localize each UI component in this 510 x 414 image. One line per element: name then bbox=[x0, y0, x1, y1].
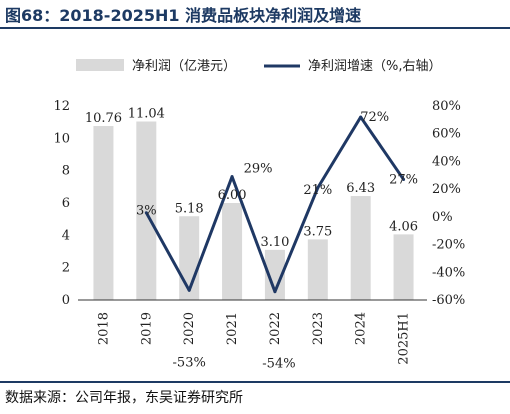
y-left-tick-label: 4 bbox=[62, 228, 70, 243]
bar bbox=[393, 234, 414, 300]
x-tick-label: 2020 bbox=[182, 312, 197, 345]
y-right-tick-label: 80% bbox=[432, 99, 461, 114]
growth-point bbox=[273, 290, 277, 294]
bar bbox=[93, 126, 114, 301]
x-tick-label: 2019 bbox=[139, 312, 154, 345]
bar-value-label: 6.43 bbox=[346, 181, 375, 196]
growth-value-label: 72% bbox=[360, 110, 389, 125]
x-tick-label: 2022 bbox=[268, 312, 283, 345]
bar bbox=[136, 121, 157, 301]
y-right-tick-label: 40% bbox=[432, 154, 461, 169]
growth-point bbox=[230, 175, 234, 179]
y-left-tick-label: 0 bbox=[62, 293, 70, 308]
y-right-tick-label: -20% bbox=[432, 238, 465, 253]
y-right-tick-label: -60% bbox=[432, 293, 465, 308]
bar-value-label: 11.04 bbox=[128, 107, 165, 122]
bar-value-label: 6.00 bbox=[218, 188, 247, 203]
x-tick-label: 2023 bbox=[311, 312, 326, 345]
bar-value-label: 5.18 bbox=[175, 201, 204, 216]
growth-point bbox=[316, 186, 320, 190]
growth-point bbox=[187, 288, 191, 292]
growth-value-label: 3% bbox=[136, 204, 157, 219]
growth-value-label: 29% bbox=[244, 162, 273, 177]
x-tick-label: 2018 bbox=[96, 312, 111, 345]
bar-value-label: 3.75 bbox=[303, 224, 332, 239]
y-left-tick-label: 2 bbox=[62, 261, 70, 276]
y-left-tick-label: 10 bbox=[53, 131, 70, 146]
legend-bar-swatch bbox=[76, 59, 124, 71]
growth-point bbox=[359, 115, 363, 119]
growth-value-label: 27% bbox=[389, 172, 418, 187]
y-right-tick-label: -40% bbox=[432, 265, 465, 280]
growth-value-label: -53% bbox=[173, 355, 206, 370]
y-right-tick-label: 0% bbox=[432, 210, 453, 225]
source-rule bbox=[0, 381, 510, 383]
growth-value-label: 21% bbox=[303, 183, 332, 198]
source-note: 数据来源：公司年报，东吴证券研究所 bbox=[5, 390, 243, 406]
y-left-tick-label: 12 bbox=[53, 99, 70, 114]
x-tick-label: 2021 bbox=[225, 312, 240, 345]
bar bbox=[222, 203, 243, 300]
y-left-tick-label: 8 bbox=[62, 164, 70, 179]
bar-value-label: 10.76 bbox=[85, 111, 122, 126]
legend-bar-label: 净利润（亿港元） bbox=[132, 59, 236, 74]
legend-line-label: 净利润增速（%,右轴） bbox=[308, 59, 442, 74]
y-left-tick-label: 6 bbox=[62, 196, 70, 211]
growth-value-label: -54% bbox=[262, 357, 295, 372]
bar-value-label: 4.06 bbox=[389, 219, 418, 234]
growth-point bbox=[144, 211, 148, 215]
bar bbox=[307, 239, 328, 300]
chart-title: 图68：2018-2025H1 消费品板块净利润及增速 bbox=[5, 6, 362, 25]
growth-point bbox=[402, 177, 406, 181]
bar bbox=[350, 196, 371, 300]
y-right-tick-label: 60% bbox=[432, 127, 461, 142]
title-rule bbox=[0, 27, 510, 29]
x-tick-label: 2024 bbox=[354, 312, 369, 345]
bar-value-label: 3.10 bbox=[260, 235, 289, 250]
bar bbox=[264, 249, 285, 300]
x-tick-label: 2025H1 bbox=[397, 312, 412, 365]
y-right-tick-label: 20% bbox=[432, 182, 461, 197]
combo-chart: 净利润（亿港元） 净利润增速（%,右轴） 0 2 4 6 8 10 12 -60% -40% -20%… bbox=[53, 59, 465, 372]
